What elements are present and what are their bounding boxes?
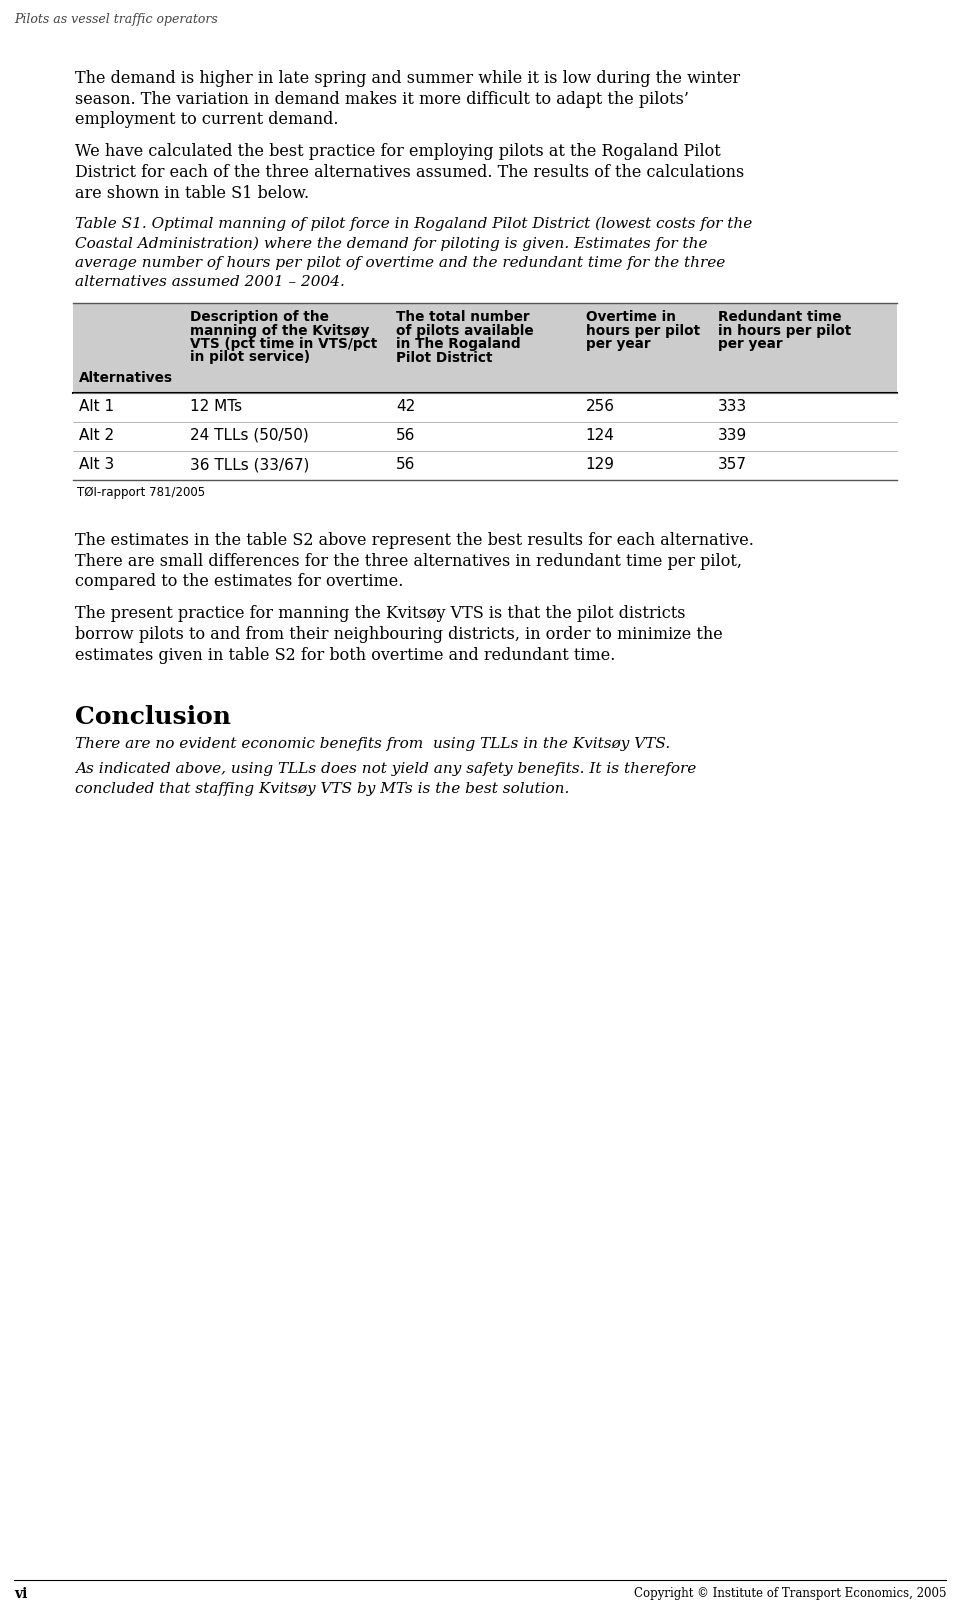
Text: VTS (pct time in VTS/pct: VTS (pct time in VTS/pct [190, 337, 377, 352]
Text: Alt 1: Alt 1 [79, 398, 114, 415]
Text: Description of the: Description of the [190, 310, 329, 324]
Text: alternatives assumed 2001 – 2004.: alternatives assumed 2001 – 2004. [75, 276, 345, 289]
Text: The present practice for manning the Kvitsøy VTS is that the pilot districts: The present practice for manning the Kvi… [75, 605, 685, 623]
Text: 12 MTs: 12 MTs [190, 398, 242, 415]
Text: Redundant time: Redundant time [718, 310, 841, 324]
Text: borrow pilots to and from their neighbouring districts, in order to minimize the: borrow pilots to and from their neighbou… [75, 626, 723, 644]
Text: Pilots as vessel traffic operators: Pilots as vessel traffic operators [14, 13, 218, 26]
Text: per year: per year [718, 337, 782, 352]
Text: We have calculated the best practice for employing pilots at the Rogaland Pilot: We have calculated the best practice for… [75, 144, 721, 161]
Text: in hours per pilot: in hours per pilot [718, 324, 851, 337]
Text: Copyright © Institute of Transport Economics, 2005: Copyright © Institute of Transport Econo… [634, 1587, 946, 1600]
Text: The total number: The total number [396, 310, 530, 324]
Text: 357: 357 [718, 456, 747, 473]
Text: Alt 2: Alt 2 [79, 427, 114, 444]
Text: compared to the estimates for overtime.: compared to the estimates for overtime. [75, 573, 403, 590]
Text: There are small differences for the three alternatives in redundant time per pil: There are small differences for the thre… [75, 553, 742, 569]
Text: Overtime in: Overtime in [586, 310, 676, 324]
Text: Table S1. Optimal manning of pilot force in Rogaland Pilot District (lowest cost: Table S1. Optimal manning of pilot force… [75, 218, 753, 231]
Text: 333: 333 [718, 398, 747, 415]
Text: Pilot District: Pilot District [396, 350, 492, 365]
Text: As indicated above, using TLLs does not yield any safety benefits. It is therefo: As indicated above, using TLLs does not … [75, 763, 696, 776]
Text: 56: 56 [396, 456, 416, 473]
Text: The estimates in the table S2 above represent the best results for each alternat: The estimates in the table S2 above repr… [75, 532, 754, 548]
Text: 124: 124 [586, 427, 614, 444]
Text: TØI-rapport 781/2005: TØI-rapport 781/2005 [77, 486, 205, 498]
Text: are shown in table S1 below.: are shown in table S1 below. [75, 184, 309, 202]
Text: average number of hours per pilot of overtime and the redundant time for the thr: average number of hours per pilot of ove… [75, 256, 725, 269]
Text: of pilots available: of pilots available [396, 324, 534, 337]
Text: in pilot service): in pilot service) [190, 350, 310, 365]
Text: 129: 129 [586, 456, 614, 473]
Text: Coastal Administration) where the demand for piloting is given. Estimates for th: Coastal Administration) where the demand… [75, 237, 708, 252]
Text: concluded that staffing Kvitsøy VTS by MTs is the best solution.: concluded that staffing Kvitsøy VTS by M… [75, 782, 569, 795]
Text: estimates given in table S2 for both overtime and redundant time.: estimates given in table S2 for both ove… [75, 647, 615, 663]
Text: 24 TLLs (50/50): 24 TLLs (50/50) [190, 427, 309, 444]
Text: hours per pilot: hours per pilot [586, 324, 700, 337]
Text: 256: 256 [586, 398, 614, 415]
Text: There are no evident economic benefits from  using TLLs in the Kvitsøy VTS.: There are no evident economic benefits f… [75, 737, 670, 752]
Text: 56: 56 [396, 427, 416, 444]
Text: per year: per year [586, 337, 650, 352]
Text: 339: 339 [718, 427, 747, 444]
Text: employment to current demand.: employment to current demand. [75, 111, 339, 127]
Text: Alt 3: Alt 3 [79, 456, 114, 473]
Text: in The Rogaland: in The Rogaland [396, 337, 521, 352]
Text: District for each of the three alternatives assumed. The results of the calculat: District for each of the three alternati… [75, 165, 744, 181]
Text: 36 TLLs (33/67): 36 TLLs (33/67) [190, 456, 310, 473]
Text: season. The variation in demand makes it more difficult to adapt the pilots’: season. The variation in demand makes it… [75, 90, 689, 108]
Text: vi: vi [14, 1587, 28, 1602]
Bar [73, 303, 897, 394]
Text: The demand is higher in late spring and summer while it is low during the winter: The demand is higher in late spring and … [75, 69, 740, 87]
Text: 42: 42 [396, 398, 416, 415]
Text: Conclusion: Conclusion [75, 705, 231, 729]
Text: manning of the Kvitsøy: manning of the Kvitsøy [190, 324, 370, 337]
Text: Alternatives: Alternatives [79, 371, 173, 386]
